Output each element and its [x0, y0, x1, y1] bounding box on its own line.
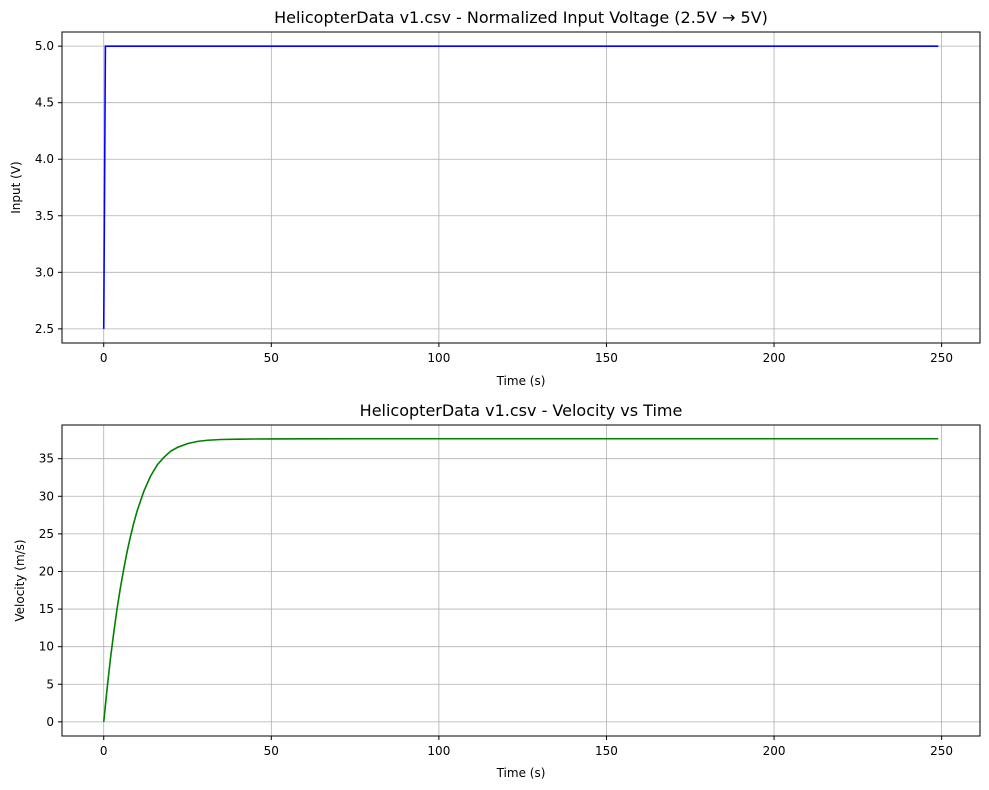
y-axis-label: Velocity (m/s) [13, 539, 27, 621]
y-tick-label: 4.5 [35, 96, 54, 110]
y-tick-label: 20 [39, 564, 54, 578]
x-tick-label: 50 [264, 744, 279, 758]
x-tick-label: 150 [595, 351, 618, 365]
y-tick-label: 3.5 [35, 209, 54, 223]
x-tick-label: 200 [763, 351, 786, 365]
x-tick-label: 100 [427, 744, 450, 758]
ticks: 0 50 100 150 200 250 0 5 10 15 20 25 30 35 [39, 452, 953, 758]
y-tick-label: 2.5 [35, 322, 54, 336]
x-tick-label: 100 [427, 351, 450, 365]
y-tick-label: 0 [46, 715, 54, 729]
x-tick-label: 0 [100, 351, 108, 365]
chart-title: HelicopterData v1.csv - Velocity vs Time [360, 401, 683, 420]
grid [62, 32, 980, 343]
y-tick-label: 4.0 [35, 152, 54, 166]
y-tick-label: 3.0 [35, 265, 54, 279]
y-tick-label: 5.0 [35, 39, 54, 53]
y-tick-label: 30 [39, 489, 54, 503]
series-line [102, 437, 939, 722]
y-tick-label: 25 [39, 527, 54, 541]
x-tick-label: 0 [100, 744, 108, 758]
plot-area [102, 45, 939, 329]
axes-frame [61, 424, 981, 737]
series-line [102, 45, 939, 329]
plot-area [102, 437, 939, 722]
grid [62, 425, 980, 736]
velocity-chart: 0 50 100 150 200 250 0 5 10 15 20 25 30 35 Helicopter… [13, 401, 981, 780]
chart-title: HelicopterData v1.csv - Normalized Input… [274, 8, 768, 27]
input-voltage-chart: 0 50 100 150 200 250 2.5 3.0 3.5 4.0 4.5 5.0 Helico… [9, 8, 981, 388]
x-tick-label: 150 [595, 744, 618, 758]
x-axis-label: Time (s) [496, 766, 546, 780]
y-tick-label: 5 [46, 677, 54, 691]
y-tick-label: 15 [39, 602, 54, 616]
y-tick-label: 35 [39, 452, 54, 466]
axes-frame [61, 31, 981, 344]
x-axis-label: Time (s) [496, 374, 546, 388]
y-tick-label: 10 [39, 640, 54, 654]
ticks: 0 50 100 150 200 250 2.5 3.0 3.5 4.0 4.5 5.0 [35, 39, 953, 365]
x-tick-label: 50 [264, 351, 279, 365]
x-tick-label: 250 [930, 744, 953, 758]
x-tick-label: 250 [930, 351, 953, 365]
y-axis-label: Input (V) [9, 161, 23, 213]
x-tick-label: 200 [763, 744, 786, 758]
